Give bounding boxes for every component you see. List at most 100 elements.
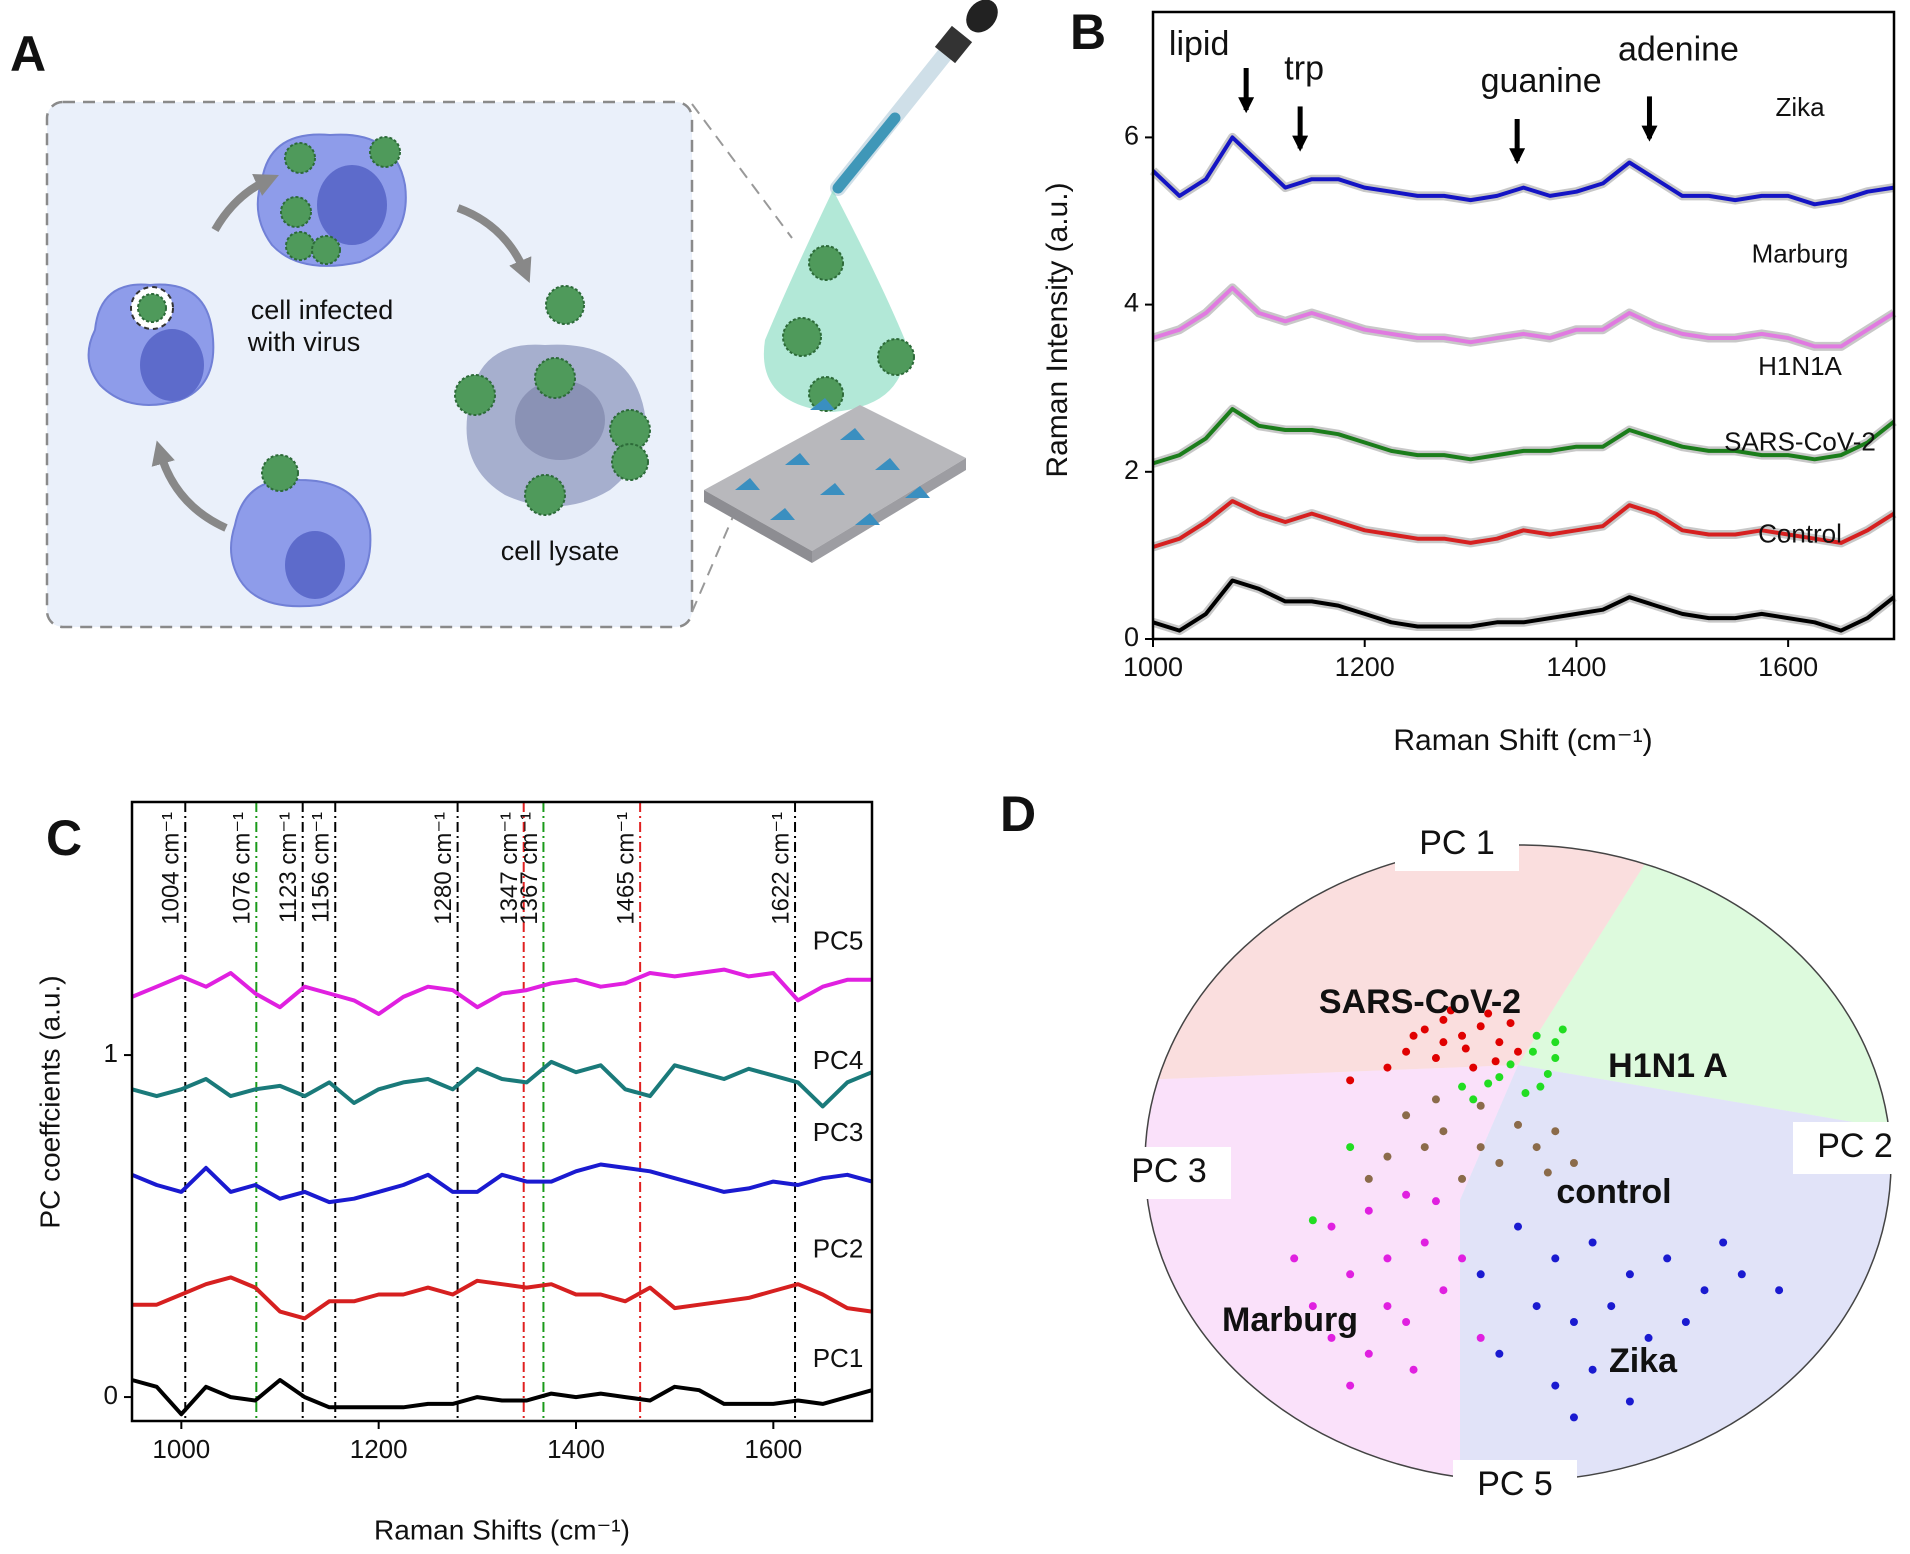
- series-label: Control: [1758, 518, 1842, 548]
- point: [1383, 1302, 1392, 1311]
- point: [1308, 1216, 1317, 1225]
- point: [1719, 1238, 1728, 1247]
- point: [1461, 1044, 1470, 1053]
- point: [1439, 1286, 1448, 1295]
- axis-label: PC 3: [1131, 1152, 1207, 1190]
- y-axis-label: Raman Intensity (a.u.): [1041, 182, 1074, 477]
- annotation: guanine: [1481, 62, 1602, 100]
- point: [1775, 1286, 1784, 1295]
- substrate: [704, 398, 966, 563]
- x-tick-label: 1000: [152, 1434, 210, 1464]
- point: [1458, 1031, 1467, 1040]
- point: [1402, 1190, 1411, 1199]
- point: [1409, 1031, 1418, 1040]
- point: [1484, 1009, 1493, 1018]
- point: [1458, 1254, 1467, 1263]
- point: [1364, 1174, 1373, 1183]
- point: [1383, 1063, 1392, 1072]
- point: [1681, 1318, 1690, 1326]
- x-tick-label: 1600: [1758, 652, 1818, 682]
- point: [1346, 1270, 1355, 1279]
- point: [1476, 1333, 1485, 1342]
- point: [1543, 1069, 1552, 1078]
- axis-label: PC 2: [1817, 1127, 1893, 1165]
- point: [1491, 1057, 1500, 1066]
- caption: cell infected: [251, 295, 394, 325]
- point: [1551, 1038, 1560, 1047]
- axis-label-box: [1395, 819, 1519, 871]
- point: [1532, 1302, 1541, 1311]
- point: [1588, 1238, 1597, 1247]
- axis-label-box: [1107, 1147, 1231, 1199]
- x-tick-label: 1200: [1335, 652, 1395, 682]
- series-label: PC4: [813, 1045, 864, 1075]
- point: [1495, 1159, 1504, 1167]
- series-line: [1152, 499, 1896, 549]
- class-label: H1N1 A: [1608, 1047, 1728, 1085]
- axis-label-box: [1453, 1460, 1577, 1512]
- x-tick-label: 1400: [1546, 652, 1606, 682]
- point: [1364, 1206, 1373, 1215]
- series-label: PC2: [813, 1233, 864, 1263]
- cell: [87, 283, 215, 406]
- point: [1476, 1022, 1485, 1031]
- panel-label: A: [10, 26, 46, 82]
- panel-label: D: [1000, 786, 1036, 842]
- point: [1420, 1025, 1429, 1034]
- y-tick-label: 6: [1124, 121, 1139, 151]
- x-tick-label: 1600: [744, 1434, 802, 1464]
- point: [1532, 1143, 1541, 1152]
- point: [1346, 1076, 1355, 1085]
- point: [1327, 1333, 1336, 1342]
- point: [1431, 1095, 1440, 1104]
- point: [1402, 1111, 1411, 1120]
- axis-label: PC 5: [1477, 1465, 1553, 1503]
- cell: [256, 133, 407, 267]
- panel-label: C: [46, 810, 82, 866]
- reference-label: 1280 cm⁻¹: [430, 812, 457, 925]
- point: [1543, 1168, 1552, 1177]
- series-line: [1151, 135, 1895, 207]
- x-tick-label: 1400: [547, 1434, 605, 1464]
- panel-a: A: [10, 0, 998, 629]
- point: [1409, 1365, 1418, 1374]
- point: [1663, 1254, 1672, 1263]
- series-line: [1152, 578, 1896, 633]
- point: [1495, 1073, 1504, 1082]
- plot-frame: [1151, 10, 1896, 641]
- reference-label: 1622 cm⁻¹: [767, 812, 794, 925]
- point: [1402, 1318, 1411, 1326]
- axis-label: PC 1: [1419, 824, 1495, 862]
- point: [1469, 1095, 1478, 1104]
- series-line: [131, 1059, 873, 1109]
- point: [1569, 1318, 1578, 1326]
- zoom-line: [691, 103, 793, 239]
- point: [1521, 1089, 1530, 1098]
- point: [1346, 1143, 1355, 1152]
- point: [1346, 1381, 1355, 1390]
- series-label: Zika: [1775, 92, 1825, 122]
- series-line: [1152, 407, 1896, 466]
- point: [1588, 1365, 1597, 1374]
- series-label: Marburg: [1752, 238, 1849, 268]
- class-label: control: [1556, 1173, 1671, 1211]
- class-label: Zika: [1609, 1342, 1678, 1380]
- reference-label: 1004 cm⁻¹: [158, 812, 185, 925]
- series-label: H1N1A: [1758, 351, 1842, 381]
- point: [1476, 1143, 1485, 1152]
- x-axis-label: Raman Shift (cm⁻¹): [1393, 724, 1652, 757]
- point: [1431, 1197, 1440, 1206]
- reference-label: 1347 cm⁻¹: [496, 812, 523, 925]
- series-label: PC3: [813, 1117, 864, 1147]
- point: [1476, 1270, 1485, 1279]
- point: [1402, 1047, 1411, 1056]
- series-line: [131, 1162, 873, 1205]
- point: [1569, 1413, 1578, 1422]
- series-line: [132, 1275, 873, 1321]
- point: [1528, 1047, 1537, 1056]
- x-axis-label: Raman Shifts (cm⁻¹): [374, 1514, 630, 1545]
- reference-label: 1465 cm⁻¹: [612, 812, 639, 925]
- y-tick-label: 4: [1124, 288, 1139, 318]
- point: [1327, 1222, 1336, 1231]
- point: [1506, 1060, 1515, 1069]
